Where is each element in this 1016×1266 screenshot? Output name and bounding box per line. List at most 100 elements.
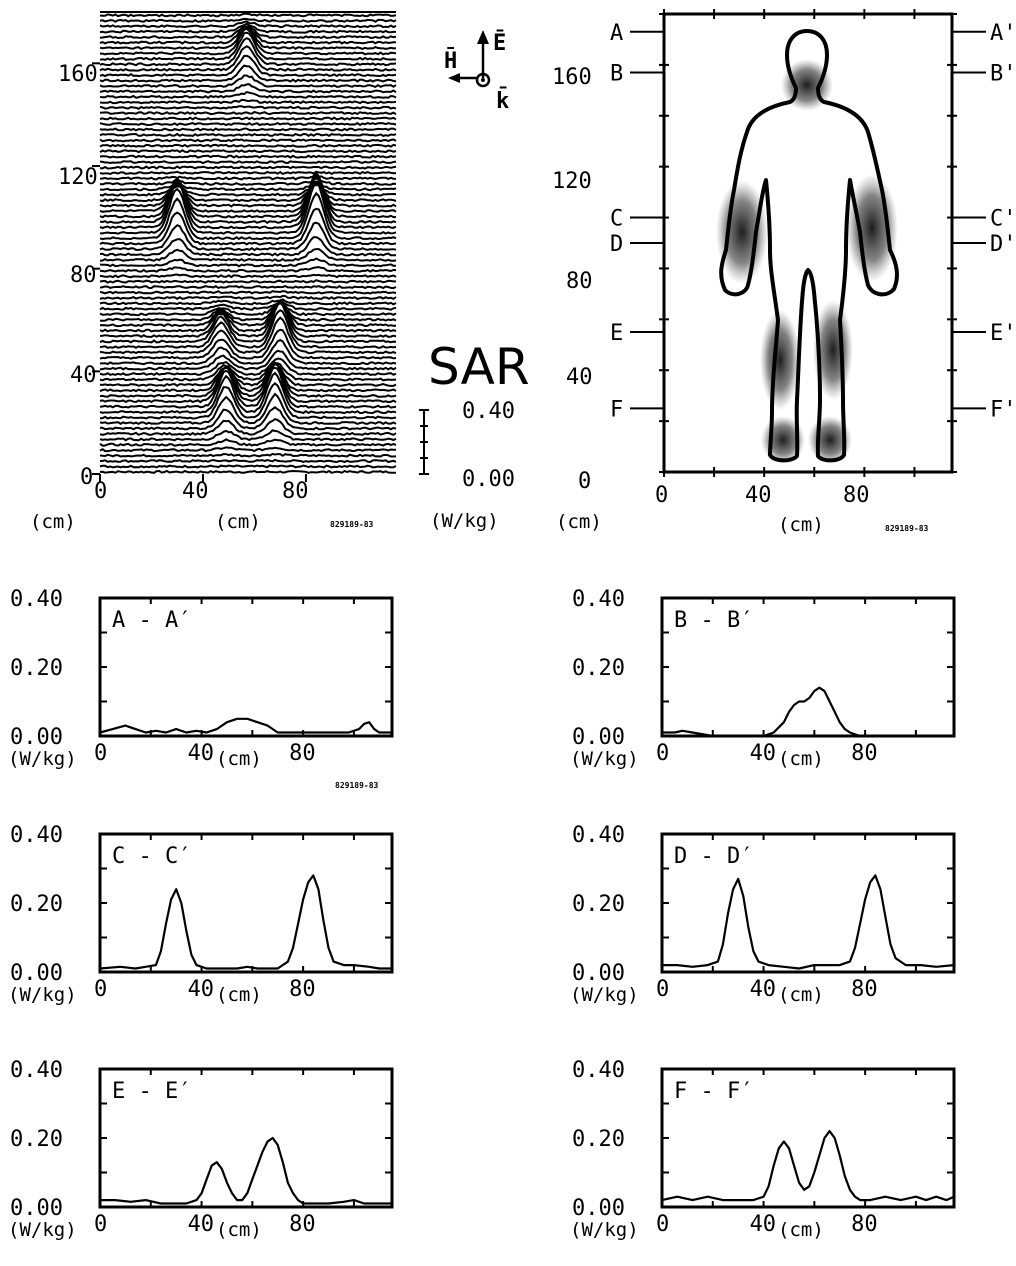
waterfall-line — [99, 301, 397, 311]
waterfall-line — [99, 91, 397, 99]
profile-x-unit: (cm) — [216, 984, 262, 1006]
profile-x-tick-label: 80 — [851, 741, 878, 766]
sar-scale: SAR 0.40 0.00 (W/kg) — [419, 338, 530, 532]
waterfall-line — [99, 362, 397, 382]
waterfall-line — [99, 171, 397, 224]
body-map-x-unit: (cm) — [778, 514, 824, 536]
waterfall-line — [99, 302, 397, 317]
waterfall-line — [99, 438, 397, 447]
e-arrow-icon — [477, 30, 489, 44]
profile-series-line — [662, 686, 954, 738]
profile-plot: E - E′ 0.00 0.20 0.40 0 40 80 (W/kg) (cm) — [8, 1058, 394, 1241]
cut-label-right: B' — [990, 62, 1016, 87]
waterfall-line — [99, 349, 397, 371]
profile-series-line — [662, 874, 955, 970]
profile-y-tick-label: 0.20 — [572, 656, 625, 681]
waterfall-line — [99, 98, 397, 105]
profile-y-unit: (W/kg) — [570, 984, 639, 1006]
k-out-of-page-icon — [475, 72, 491, 88]
cut-label-left: B — [610, 62, 623, 87]
body-map-y-tick-80: 80 — [566, 269, 593, 294]
waterfall-line — [99, 132, 397, 137]
body-map-x-tick-80: 80 — [843, 483, 870, 508]
sar-scale-bar — [419, 409, 429, 475]
waterfall-panel: 160 120 80 40 0 0 40 80 (cm) (cm) 829189… — [30, 11, 397, 533]
body-map-y-tick-120: 120 — [552, 169, 592, 194]
waterfall-line — [99, 290, 397, 295]
waterfall-line — [99, 309, 397, 349]
cut-label-right: F' — [990, 397, 1016, 422]
waterfall-line — [99, 83, 397, 94]
body-map-y-tick-0: 0 — [578, 469, 591, 494]
waterfall-line — [99, 357, 397, 377]
waterfall-line — [99, 173, 397, 219]
profile-cut-label: C - C′ — [112, 844, 191, 869]
waterfall-line — [99, 298, 397, 333]
profile-x-tick-label: 40 — [750, 977, 777, 1002]
waterfall-y-tick-40: 40 — [70, 363, 97, 388]
waterfall-y-tick-0: 0 — [80, 465, 93, 490]
profile-y-unit: (W/kg) — [8, 748, 77, 770]
profile-y-tick-label: 0.20 — [10, 892, 63, 917]
waterfall-line — [99, 165, 397, 170]
profile-y-unit: (W/kg) — [8, 1219, 77, 1241]
waterfall-line — [99, 266, 397, 273]
sar-scale-unit: (W/kg) — [430, 510, 499, 532]
profile-plot: C - C′ 0.00 0.20 0.40 0 40 80 (W/kg) (cm) — [8, 823, 394, 1006]
waterfall-y-tick-120: 120 — [58, 165, 98, 190]
waterfall-line — [99, 371, 397, 415]
profile-y-tick-label: 0.40 — [572, 823, 625, 848]
profile-x-tick-label: 40 — [750, 1212, 777, 1237]
waterfall-line — [99, 207, 397, 246]
waterfall-line — [100, 236, 397, 257]
profile-x-tick-label: 80 — [851, 977, 878, 1002]
profile-x-tick-label: 40 — [188, 1212, 215, 1237]
profile-y-tick-label: 0.00 — [572, 1196, 625, 1221]
profile-x-tick-label: 0 — [656, 977, 669, 1002]
waterfall-line — [99, 191, 397, 241]
profile-x-tick-label: 40 — [750, 741, 777, 766]
waterfall-line — [99, 25, 397, 45]
waterfall-line — [99, 175, 397, 181]
waterfall-figure-code: 829189-83 — [330, 520, 374, 529]
waterfall-line — [99, 446, 397, 453]
profile-series-line — [661, 1130, 955, 1202]
profile-x-tick-label: 40 — [188, 977, 215, 1002]
waterfall-line — [99, 362, 397, 388]
field-orientation-diagram: Ē H̄ k̄ — [444, 30, 509, 114]
waterfall-line — [99, 285, 397, 290]
hotspot-right-arm — [716, 180, 768, 284]
body-map-y-tick-40: 40 — [566, 365, 593, 390]
waterfall-line — [99, 64, 397, 83]
waterfall-line — [99, 183, 397, 203]
waterfall-line — [100, 338, 397, 366]
waterfall-line — [99, 366, 397, 409]
waterfall-line — [99, 27, 397, 51]
waterfall-line — [99, 248, 397, 262]
profile-y-tick-label: 0.00 — [10, 725, 63, 750]
waterfall-y-unit: (cm) — [30, 511, 76, 533]
waterfall-line — [99, 105, 397, 110]
waterfall-line — [99, 298, 397, 306]
k-vector-label: k̄ — [496, 87, 509, 114]
profile-series-line — [99, 874, 392, 970]
waterfall-line — [99, 160, 397, 165]
waterfall-x-unit: (cm) — [215, 511, 261, 533]
profile-plots: A - A′ 0.00 0.20 0.40 0 40 80 (W/kg) (cm) B - B′ 0… — [8, 587, 956, 1241]
profile-plot: A - A′ 0.00 0.20 0.40 0 40 80 (W/kg) (cm) — [8, 587, 394, 770]
waterfall-line — [99, 110, 397, 116]
profile-x-unit: (cm) — [778, 984, 824, 1006]
cut-label-right: C' — [990, 207, 1016, 232]
profile-x-unit: (cm) — [216, 748, 262, 770]
profile-series-line — [100, 1136, 392, 1205]
waterfall-line — [99, 54, 397, 78]
waterfall-line — [99, 452, 397, 458]
waterfall-line — [99, 417, 397, 436]
body-map-y-unit: (cm) — [556, 511, 602, 533]
body-map-figure-code: 829189-83 — [885, 524, 929, 533]
profile-y-tick-label: 0.40 — [10, 1058, 63, 1083]
profile-y-tick-label: 0.40 — [10, 823, 63, 848]
waterfall-line — [99, 363, 397, 404]
waterfall-y-tick-80: 80 — [70, 263, 97, 288]
